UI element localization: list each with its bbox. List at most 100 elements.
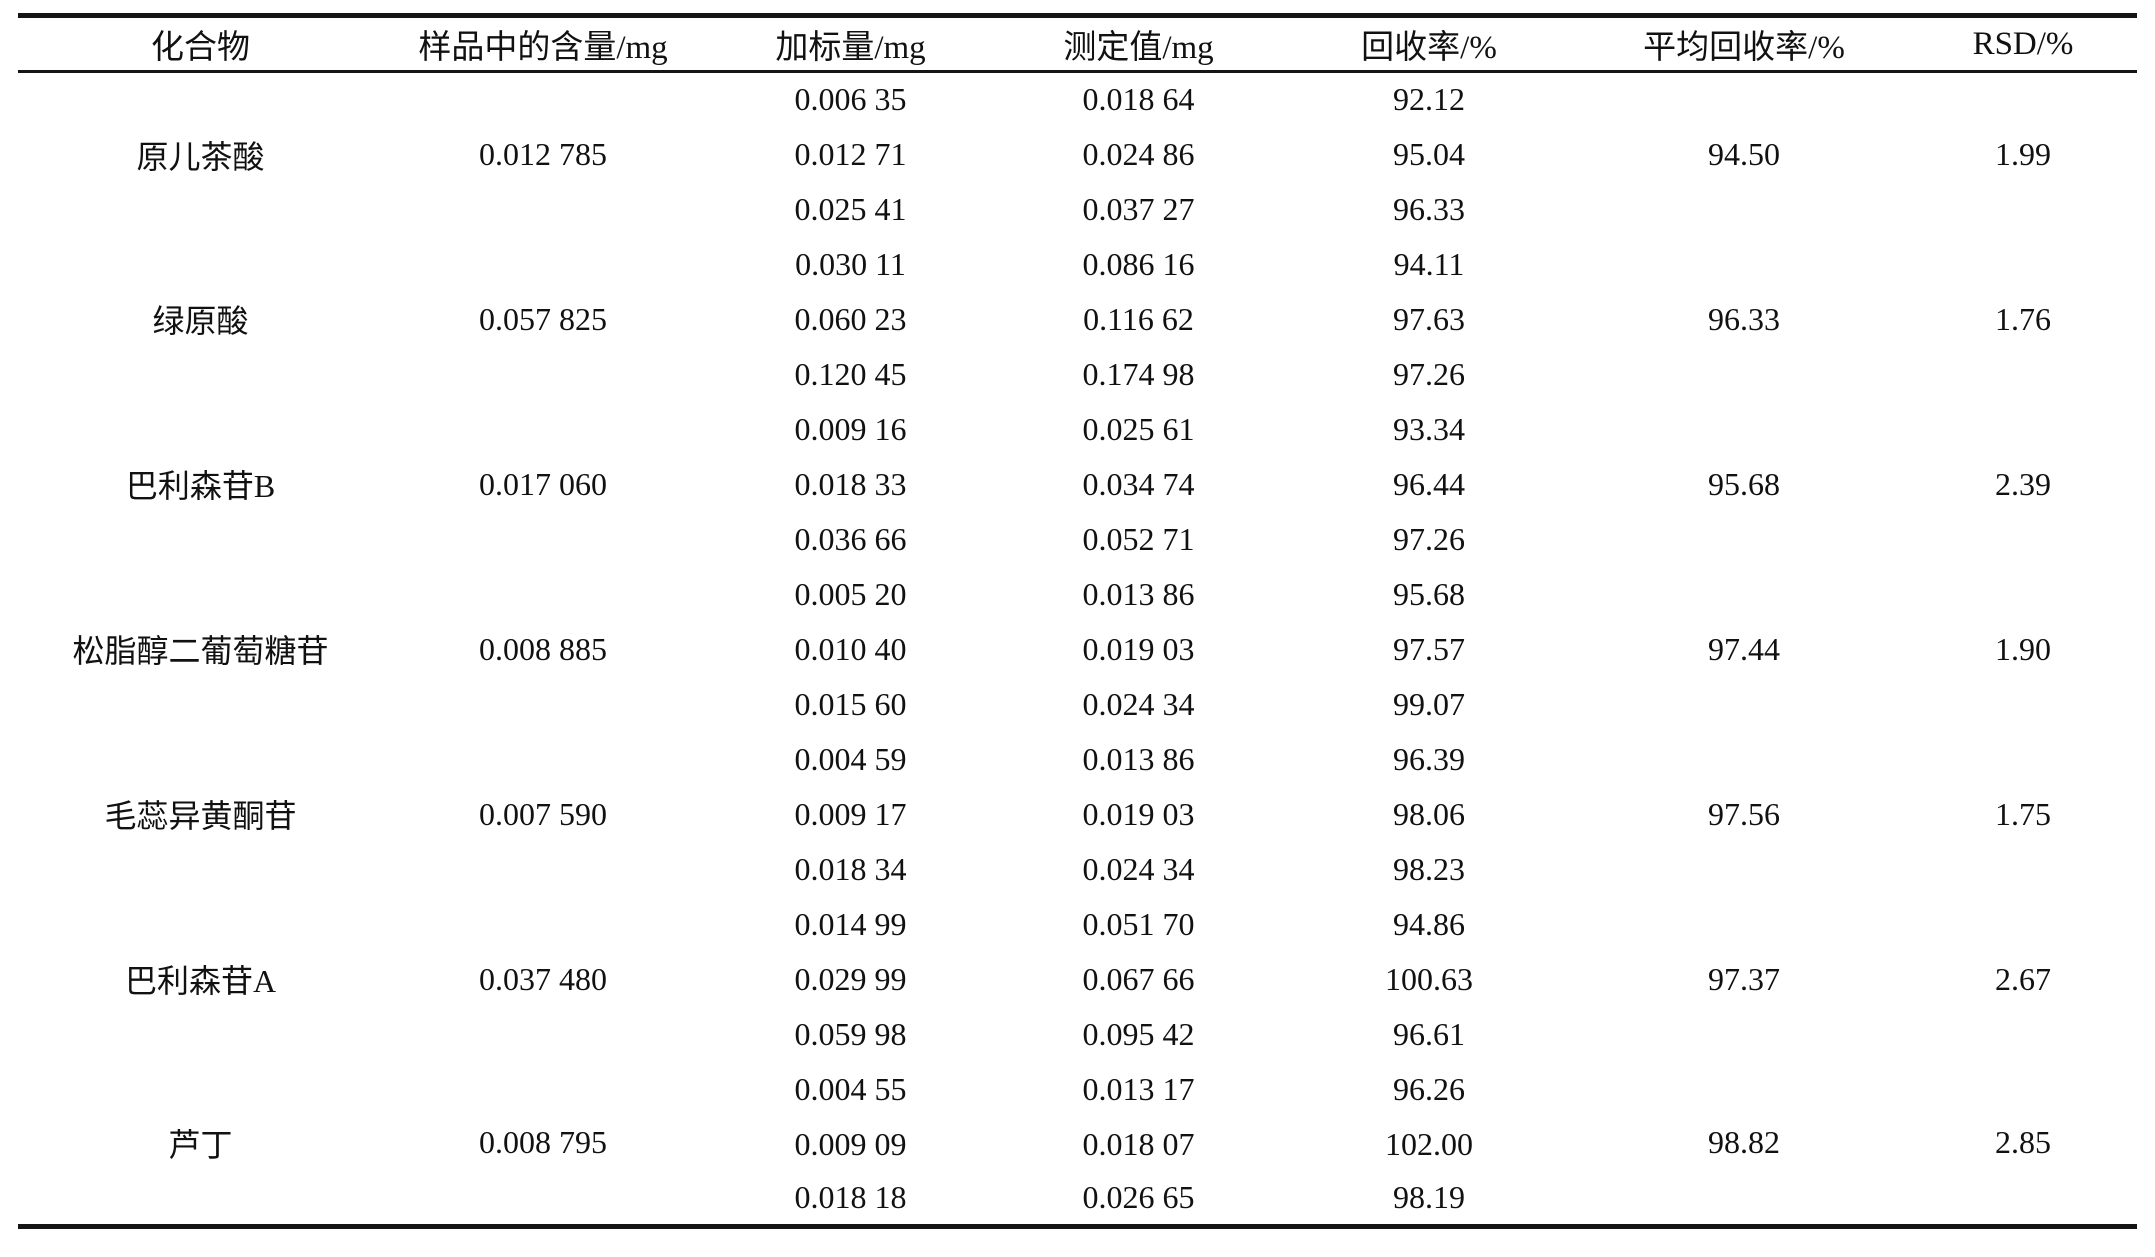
spiked-amount-cell: 0.120 45: [794, 355, 907, 392]
recovery-cell: 94.11: [1393, 245, 1465, 282]
col-header-measured-value: 测定值/mg: [1063, 30, 1214, 66]
measured-value-cell: 0.018 64: [1082, 81, 1195, 118]
measured-value-cell: 0.024 86: [1082, 135, 1195, 172]
table-row: 巴利森苷B 0.017 060 0.009 16 0.025 61 93.34 …: [18, 402, 2137, 505]
table-row: 松脂醇二葡萄糖苷 0.008 885 0.005 20 0.013 86 95.…: [18, 567, 2137, 670]
spiked-amount-cell: 0.018 33: [794, 465, 907, 502]
measured-value-cell: 0.026 65: [1082, 1179, 1195, 1216]
table-row: 0.120 45 0.174 98 97.26: [18, 347, 2137, 402]
table-row: 0.059 98 0.095 42 96.61: [18, 1007, 2137, 1062]
sample-content-cell: 0.008 795: [479, 1124, 607, 1161]
col-header-rsd: RSD/%: [1972, 25, 2074, 62]
rsd-cell: 1.76: [1995, 300, 2051, 337]
recovery-cell: 98.06: [1393, 795, 1465, 832]
avg-recovery-cell: 97.56: [1708, 795, 1780, 832]
spiked-amount-cell: 0.025 41: [794, 190, 907, 227]
compound-cell: 毛蕊异黄酮苷: [104, 798, 297, 834]
table-row: 0.060 23 0.116 62 97.63: [18, 292, 2137, 347]
recovery-cell: 96.26: [1393, 1070, 1465, 1107]
spiked-amount-cell: 0.005 20: [794, 575, 907, 612]
measured-value-cell: 0.019 03: [1082, 795, 1195, 832]
rsd-cell: 1.75: [1995, 795, 2051, 832]
table-row: 0.025 41 0.037 27 96.33: [18, 182, 2137, 237]
table-row: 0.036 66 0.052 71 97.26: [18, 512, 2137, 567]
avg-recovery-cell: 96.33: [1708, 300, 1780, 337]
table-row: 芦丁 0.008 795 0.004 55 0.013 17 96.26 98.…: [18, 1062, 2137, 1163]
recovery-cell: 92.12: [1393, 81, 1465, 118]
measured-value-cell: 0.086 16: [1082, 245, 1195, 282]
table-row: 原儿茶酸 0.012 785 0.006 35 0.018 64 92.12 9…: [18, 72, 2137, 175]
recovery-cell: 100.63: [1385, 960, 1473, 997]
measured-value-cell: 0.024 34: [1082, 850, 1195, 887]
table-row: 巴利森苷A 0.037 480 0.014 99 0.051 70 94.86 …: [18, 897, 2137, 1000]
recovery-cell: 97.63: [1393, 300, 1465, 337]
spiked-amount-cell: 0.009 17: [794, 795, 907, 832]
table-row: 0.009 17 0.019 03 98.06: [18, 787, 2137, 842]
avg-recovery-cell: 95.68: [1708, 465, 1780, 502]
spiked-amount-cell: 0.018 18: [794, 1179, 907, 1216]
spiked-amount-cell: 0.009 09: [794, 1125, 907, 1162]
compound-cell: 芦丁: [168, 1126, 233, 1163]
recovery-cell: 99.07: [1393, 685, 1465, 722]
col-header-spiked-amount: 加标量/mg: [775, 30, 926, 66]
recovery-cell: 96.44: [1393, 465, 1465, 502]
table-row: 0.015 60 0.024 34 99.07: [18, 677, 2137, 732]
avg-recovery-cell: 94.50: [1708, 136, 1780, 173]
spiked-amount-cell: 0.014 99: [794, 905, 907, 942]
table-row: 绿原酸 0.057 825 0.030 11 0.086 16 94.11 96…: [18, 237, 2137, 340]
col-header-sample-content: 样品中的含量/mg: [418, 30, 668, 66]
measured-value-cell: 0.174 98: [1082, 355, 1195, 392]
measured-value-cell: 0.018 07: [1082, 1125, 1195, 1162]
spiked-amount-cell: 0.010 40: [794, 630, 907, 667]
measured-value-cell: 0.067 66: [1082, 960, 1195, 997]
spiked-amount-cell: 0.004 59: [794, 740, 907, 777]
compound-cell: 巴利森苷A: [124, 963, 277, 999]
table-row: 0.018 18 0.026 65 98.19: [18, 1172, 2137, 1227]
sample-content-cell: 0.012 785: [479, 136, 607, 173]
spiked-amount-cell: 0.009 16: [794, 410, 907, 447]
recovery-cell: 98.19: [1393, 1179, 1465, 1216]
rsd-cell: 2.67: [1995, 960, 2051, 997]
spiked-amount-cell: 0.006 35: [794, 81, 907, 118]
avg-recovery-cell: 97.37: [1708, 960, 1780, 997]
spiked-amount-cell: 0.018 34: [794, 850, 907, 887]
sample-content-cell: 0.057 825: [479, 300, 607, 337]
recovery-cell: 97.57: [1393, 630, 1465, 667]
recovery-table: 化合物 样品中的含量/mg 加标量/mg 测定值/mg 回收率/% 平均回收率/…: [18, 13, 2137, 1229]
sample-content-cell: 0.008 885: [479, 630, 607, 667]
rsd-cell: 2.85: [1995, 1124, 2051, 1161]
spiked-amount-cell: 0.030 11: [795, 245, 906, 282]
recovery-cell: 102.00: [1385, 1125, 1473, 1162]
sample-content-cell: 0.007 590: [479, 795, 607, 832]
compound-cell: 松脂醇二葡萄糖苷: [72, 633, 329, 669]
measured-value-cell: 0.013 86: [1082, 575, 1195, 612]
col-header-recovery: 回收率/%: [1361, 30, 1497, 66]
table-row: 0.009 09 0.018 07 102.00: [18, 1117, 2137, 1172]
measured-value-cell: 0.116 62: [1083, 300, 1194, 337]
rsd-cell: 1.99: [1995, 136, 2051, 173]
measured-value-cell: 0.037 27: [1082, 190, 1195, 227]
measured-value-cell: 0.013 17: [1082, 1070, 1195, 1107]
table-row: 0.012 71 0.024 86 95.04: [18, 127, 2137, 182]
table-row: 0.029 99 0.067 66 100.63: [18, 952, 2137, 1007]
recovery-cell: 94.86: [1393, 905, 1465, 942]
sample-content-cell: 0.017 060: [479, 465, 607, 502]
recovery-cell: 93.34: [1393, 410, 1465, 447]
sample-content-cell: 0.037 480: [479, 960, 607, 997]
table-row: 0.018 33 0.034 74 96.44: [18, 457, 2137, 512]
spiked-amount-cell: 0.059 98: [794, 1015, 907, 1052]
table-row: 毛蕊异黄酮苷 0.007 590 0.004 59 0.013 86 96.39…: [18, 732, 2137, 835]
avg-recovery-cell: 97.44: [1708, 630, 1780, 667]
recovery-cell: 95.04: [1393, 135, 1465, 172]
recovery-cell: 97.26: [1393, 355, 1465, 392]
recovery-cell: 96.61: [1393, 1015, 1465, 1052]
measured-value-cell: 0.051 70: [1082, 905, 1195, 942]
recovery-cell: 96.39: [1393, 740, 1465, 777]
compound-cell: 原儿茶酸: [136, 138, 265, 175]
spiked-amount-cell: 0.036 66: [794, 520, 907, 557]
measured-value-cell: 0.013 86: [1082, 740, 1195, 777]
table-row: 0.010 40 0.019 03 97.57: [18, 622, 2137, 677]
measured-value-cell: 0.095 42: [1082, 1015, 1195, 1052]
table-row: 0.018 34 0.024 34 98.23: [18, 842, 2137, 897]
recovery-cell: 95.68: [1393, 575, 1465, 612]
